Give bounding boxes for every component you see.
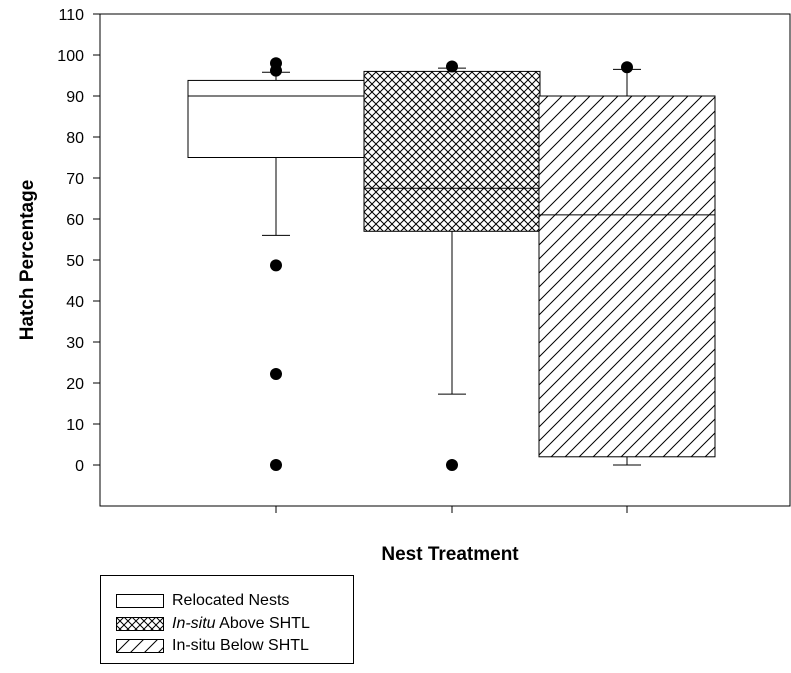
legend-item-insitu-below: In-situ Below SHTL	[116, 636, 309, 656]
box-2	[363, 60, 541, 471]
y-tick-label: 80	[66, 130, 84, 147]
legend-label-insitu-above: In-situ Above SHTL	[172, 615, 310, 633]
box-iqr	[187, 79, 365, 158]
box-iqr	[363, 70, 541, 232]
legend-label-insitu-below: In-situ Below SHTL	[172, 637, 309, 654]
legend: Relocated Nests In-situ Above SHTL In-si…	[100, 575, 354, 664]
y-tick-label: 110	[58, 7, 84, 24]
x-axis	[275, 506, 628, 513]
legend-swatch-insitu-below	[116, 639, 164, 653]
y-tick-label: 20	[66, 376, 84, 393]
y-tick-label: 100	[57, 48, 84, 65]
outlier-point	[270, 259, 282, 272]
box-3	[538, 61, 716, 466]
x-axis-title: Nest Treatment	[381, 544, 519, 565]
outlier-point	[446, 60, 458, 73]
outlier-point	[446, 459, 458, 471]
box-iqr	[538, 95, 716, 458]
legend-label-insitu-above-rest: Above SHTL	[215, 615, 310, 632]
y-tick-label: 50	[66, 253, 84, 270]
y-axis-title: Hatch Percentage	[17, 180, 38, 341]
y-axis: 0 10 20 30 40 50 60 70 80 90 100 110	[57, 7, 100, 475]
y-tick-label: 60	[66, 212, 84, 229]
legend-label-insitu-above-italic: In-situ	[172, 615, 216, 632]
legend-swatch-insitu-above	[116, 617, 164, 631]
y-tick-label: 0	[75, 458, 84, 475]
outlier-point	[621, 61, 633, 74]
outlier-point	[270, 367, 282, 380]
y-tick-label: 30	[66, 335, 84, 352]
y-tick-label: 70	[66, 171, 84, 188]
box-1	[187, 57, 365, 471]
y-tick-label: 90	[66, 89, 84, 106]
outlier-point	[270, 459, 282, 471]
legend-item-insitu-above: In-situ Above SHTL	[116, 614, 310, 634]
outlier-point	[270, 64, 282, 77]
boxes-group	[187, 57, 716, 471]
legend-label-relocated: Relocated Nests	[172, 592, 290, 609]
legend-swatch-relocated	[116, 594, 164, 608]
legend-item-relocated: Relocated Nests	[116, 591, 289, 611]
y-tick-label: 40	[66, 294, 84, 311]
y-tick-label: 10	[66, 417, 84, 434]
